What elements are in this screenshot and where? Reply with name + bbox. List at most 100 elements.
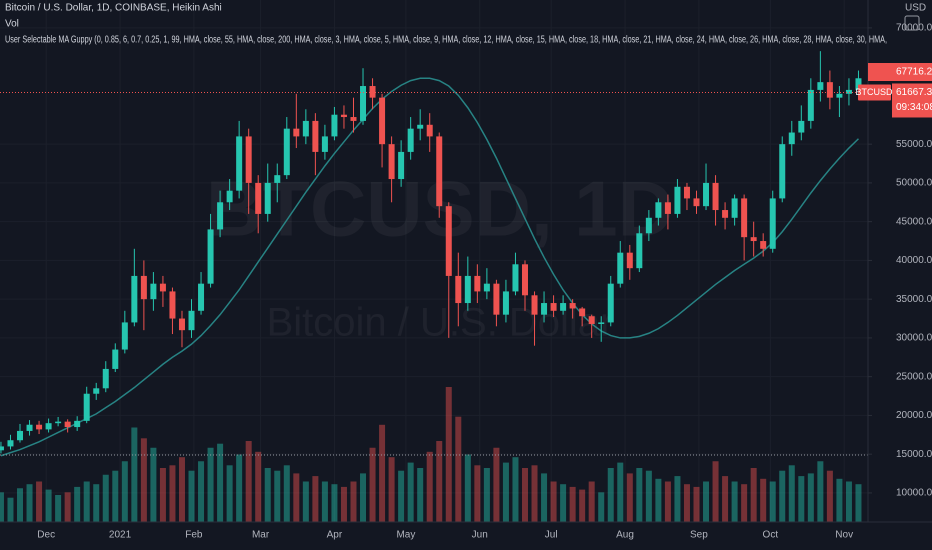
- symbol-box: [858, 84, 891, 101]
- volume-bar: [655, 478, 662, 522]
- volume-bar: [369, 447, 376, 522]
- volume-bar: [331, 484, 338, 522]
- x-tick-label: Jul: [545, 530, 558, 541]
- volume-bar: [74, 486, 81, 522]
- candle-body: [445, 206, 452, 276]
- volume-bar: [159, 468, 166, 522]
- candle-body: [226, 190, 233, 203]
- volume-bar: [93, 484, 100, 522]
- moving-average: [0, 77, 859, 457]
- candle-body: [255, 182, 262, 214]
- high-price-label: 67716.24: [896, 67, 932, 78]
- candle-body: [64, 421, 71, 428]
- y-tick-label: 55000.00: [896, 139, 932, 150]
- y-tick-label: 50000.00: [896, 178, 932, 189]
- candle-body: [331, 114, 338, 137]
- candle-body: [140, 275, 147, 300]
- candle-body: [712, 182, 719, 211]
- volume-bar: [683, 484, 690, 522]
- volume-bar: [521, 468, 528, 522]
- candle-body: [807, 89, 814, 121]
- volume-bar: [350, 481, 357, 522]
- volume-bar: [169, 465, 176, 522]
- candle-body: [236, 136, 243, 191]
- x-tick-label: Oct: [763, 530, 779, 541]
- volume-bar: [140, 438, 147, 522]
- grid: [0, 0, 868, 522]
- candle-body: [45, 423, 52, 430]
- candle-body: [817, 82, 824, 90]
- volume-bar: [293, 473, 300, 522]
- candle-body: [264, 182, 271, 214]
- candle-body: [26, 424, 33, 431]
- candle-body: [312, 120, 319, 152]
- candle-body: [722, 210, 729, 218]
- volume-bar: [760, 478, 767, 522]
- candle-body: [55, 421, 62, 424]
- volume-bar: [321, 481, 328, 522]
- candle-body: [83, 393, 90, 421]
- candle-body: [769, 198, 776, 249]
- axes: 10000.00 15000.00 20000.00 25000.00 30000.00…: [37, 23, 932, 541]
- candle-body: [150, 283, 157, 300]
- candle-body: [388, 144, 395, 180]
- volume-bar: [274, 470, 281, 522]
- volume-bar: [550, 481, 557, 522]
- volume-bar: [798, 476, 805, 522]
- candle-body: [369, 86, 376, 98]
- candle-body: [17, 430, 24, 441]
- candle-body: [674, 186, 681, 214]
- volume-bar: [836, 478, 843, 522]
- y-tick-label: 15000.00: [896, 449, 932, 460]
- candle-body: [579, 308, 586, 317]
- volume-bar: [731, 481, 738, 522]
- candle-body: [198, 283, 205, 311]
- candle-body: [350, 117, 357, 121]
- volume-bar: [198, 461, 205, 522]
- candle-body: [36, 424, 43, 430]
- candle-body: [645, 217, 652, 234]
- volume-bar: [483, 468, 490, 522]
- volume-bar: [541, 473, 548, 522]
- volume-bar: [607, 468, 614, 522]
- candle-body: [131, 275, 138, 323]
- candle-body: [798, 120, 805, 133]
- volume-bar: [207, 447, 214, 522]
- candle-body: [493, 283, 500, 315]
- candle-body: [521, 264, 528, 296]
- volume-bar: [569, 486, 576, 522]
- candle-body: [836, 93, 843, 98]
- volume-bar: [817, 461, 824, 522]
- volume-bar: [807, 473, 814, 522]
- candle-body: [826, 82, 833, 98]
- candle-body: [245, 136, 252, 183]
- candle-body: [436, 136, 443, 207]
- volume-bar: [407, 462, 414, 522]
- candle-body: [703, 182, 710, 207]
- volume-bar: [845, 481, 852, 522]
- volume-bar: [121, 461, 128, 522]
- settings-icon[interactable]: [904, 15, 920, 31]
- candle-body: [302, 120, 309, 137]
- volume-bar: [0, 492, 4, 522]
- candle-body: [655, 202, 662, 218]
- volume-bar: [712, 461, 719, 522]
- volume-legend: Vol: [5, 19, 19, 30]
- volume-bar: [645, 470, 652, 522]
- volume-bar: [36, 481, 43, 522]
- volume-bar: [512, 457, 519, 522]
- candle-body: [0, 446, 4, 451]
- candle-body: [788, 132, 795, 145]
- volume-bar: [236, 454, 243, 522]
- candle-body: [379, 97, 386, 145]
- candle-body: [731, 198, 738, 218]
- volume-bar: [178, 457, 185, 522]
- last-price-box: [892, 83, 932, 118]
- candle-body: [664, 202, 671, 214]
- volume-bar: [617, 462, 624, 522]
- volume-bar: [388, 457, 395, 522]
- candle-body: [483, 283, 490, 292]
- candle-body: [93, 388, 100, 394]
- candle-body: [112, 349, 119, 369]
